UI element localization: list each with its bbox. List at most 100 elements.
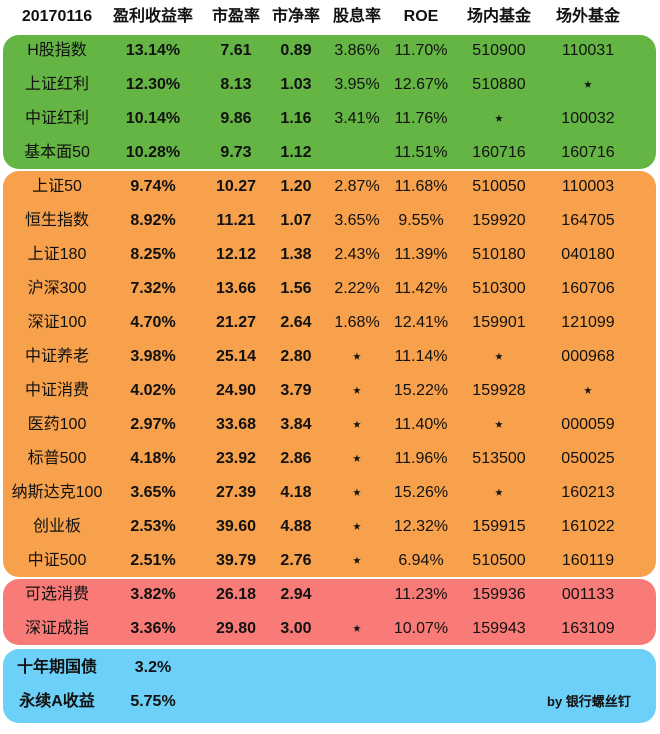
pe-ratio: 13.66: [215, 280, 257, 297]
pb-ratio: 1.03: [280, 76, 312, 93]
exchange-fund: 160716: [472, 144, 526, 161]
pe-ratio: 12.12: [215, 246, 257, 263]
index-name: 中证养老: [24, 348, 89, 365]
earnings-yield: 7.32%: [130, 280, 176, 297]
otc-fund: ⭑: [583, 382, 593, 399]
dividend-yield: ⭑: [352, 620, 362, 637]
dividend-yield: ⭑: [352, 484, 362, 501]
pb-ratio: 4.88: [280, 518, 312, 535]
otc-fund: 040180: [561, 246, 615, 263]
roe: 11.51%: [394, 144, 448, 161]
earnings-yield: 3.98%: [130, 348, 176, 365]
earnings-yield: 13.14%: [125, 42, 181, 59]
mid-valuation-group: [3, 171, 656, 577]
pe-ratio: 7.61: [220, 42, 252, 59]
earnings-yield: 8.92%: [130, 212, 176, 229]
earnings-yield: 12.30%: [125, 76, 181, 93]
reference-value: 3.2%: [134, 659, 172, 676]
table-row: 上证红利 12.30% 8.13 1.03 3.95% 12.67% 510880 ⭑: [0, 68, 660, 102]
index-name: 恒生指数: [24, 212, 89, 229]
pe-ratio: 26.18: [215, 586, 257, 603]
dividend-yield: ⭑: [352, 450, 362, 467]
roe: 15.22%: [393, 382, 449, 399]
dividend-yield: ⭑: [352, 416, 362, 433]
pe-ratio: 9.86: [220, 110, 252, 127]
index-name: 上证红利: [24, 76, 89, 93]
pe-ratio: 8.13: [220, 76, 252, 93]
otc-fund: 001133: [561, 586, 615, 603]
roe: 11.40%: [394, 416, 448, 433]
index-name: 深证成指: [24, 620, 89, 637]
index-name: 中证红利: [24, 110, 89, 127]
dividend-yield: 2.43%: [334, 246, 380, 263]
otc-fund: 100032: [561, 110, 615, 127]
pb-ratio: 3.00: [280, 620, 312, 637]
earnings-yield: 9.74%: [130, 178, 176, 195]
table-row: H股指数 13.14% 7.61 0.89 3.86% 11.70% 510900 11003…: [0, 34, 660, 68]
exchange-fund: ⭑: [494, 484, 504, 501]
earnings-yield: 3.82%: [130, 586, 176, 603]
table-row: 中证消费 4.02% 24.90 3.79 ⭑ 15.22% 159928 ⭑: [0, 374, 660, 408]
earnings-yield: 2.53%: [130, 518, 176, 535]
index-name: 中证500: [27, 552, 87, 569]
otc-fund: 160213: [561, 484, 615, 501]
pb-ratio: 1.20: [280, 178, 312, 195]
otc-fund: ⭑: [583, 76, 593, 93]
roe: 11.14%: [394, 348, 448, 365]
table-row: 纳斯达克100 3.65% 27.39 4.18 ⭑ 15.26% ⭑ 160213: [0, 476, 660, 510]
reference-name: 十年期国债: [16, 659, 97, 676]
pb-ratio: 1.07: [280, 212, 312, 229]
earnings-yield: 8.25%: [130, 246, 176, 263]
index-name: 上证50: [32, 178, 82, 195]
table-row: 上证50 9.74% 10.27 1.20 2.87% 11.68% 510050 11000…: [0, 170, 660, 204]
earnings-yield: 10.28%: [125, 144, 181, 161]
table-row: 上证180 8.25% 12.12 1.38 2.43% 11.39% 510180 0401…: [0, 238, 660, 272]
exchange-fund: 159928: [472, 382, 526, 399]
exchange-fund: 510180: [472, 246, 526, 263]
header-pe-ratio: 市盈率: [211, 8, 260, 25]
index-name: 深证100: [27, 314, 87, 331]
table-row: 标普500 4.18% 23.92 2.86 ⭑ 11.96% 513500 050025: [0, 442, 660, 476]
table-header: 20170116 盈利收益率 市盈率 市净率 股息率 ROE 场内基金 场外基金: [0, 0, 660, 34]
otc-fund: 161022: [561, 518, 615, 535]
earnings-yield: 2.97%: [130, 416, 176, 433]
otc-fund: 000968: [561, 348, 615, 365]
otc-fund: 110031: [561, 42, 615, 59]
table-row: 中证红利 10.14% 9.86 1.16 3.41% 11.76% ⭑ 100032: [0, 102, 660, 136]
table-row: 十年期国债 3.2%: [0, 651, 660, 685]
pe-ratio: 33.68: [215, 416, 257, 433]
pe-ratio: 39.60: [215, 518, 257, 535]
dividend-yield: ⭑: [352, 382, 362, 399]
exchange-fund: 510050: [472, 178, 526, 195]
dividend-yield: ⭑: [352, 348, 362, 365]
pb-ratio: 2.86: [280, 450, 312, 467]
header-earnings-yield: 盈利收益率: [112, 8, 193, 25]
exchange-fund: 159901: [472, 314, 526, 331]
table-row: 深证成指 3.36% 29.80 3.00 ⭑ 10.07% 159943 163109: [0, 612, 660, 646]
pb-ratio: 3.84: [280, 416, 312, 433]
exchange-fund: 159936: [472, 586, 526, 603]
roe: 12.41%: [393, 314, 449, 331]
roe: 12.67%: [393, 76, 449, 93]
otc-fund: 160119: [561, 552, 615, 569]
pe-ratio: 21.27: [215, 314, 257, 331]
exchange-fund: 510900: [472, 42, 526, 59]
exchange-fund: 159915: [472, 518, 526, 535]
pb-ratio: 1.16: [280, 110, 312, 127]
pb-ratio: 0.89: [280, 42, 312, 59]
pb-ratio: 1.56: [280, 280, 312, 297]
pb-ratio: 2.94: [280, 586, 312, 603]
table-row: 深证100 4.70% 21.27 2.64 1.68% 12.41% 159901 1210…: [0, 306, 660, 340]
pe-ratio: 10.27: [215, 178, 257, 195]
header-exchange-fund: 场内基金: [466, 8, 531, 25]
roe: 15.26%: [393, 484, 449, 501]
table-row: 沪深300 7.32% 13.66 1.56 2.22% 11.42% 510300 1607…: [0, 272, 660, 306]
earnings-yield: 4.02%: [130, 382, 176, 399]
exchange-fund: 510500: [472, 552, 526, 569]
pe-ratio: 25.14: [215, 348, 257, 365]
otc-fund: 121099: [561, 314, 615, 331]
pe-ratio: 11.21: [216, 212, 256, 229]
pe-ratio: 23.92: [215, 450, 257, 467]
pe-ratio: 24.90: [215, 382, 257, 399]
otc-fund: 110003: [561, 178, 615, 195]
